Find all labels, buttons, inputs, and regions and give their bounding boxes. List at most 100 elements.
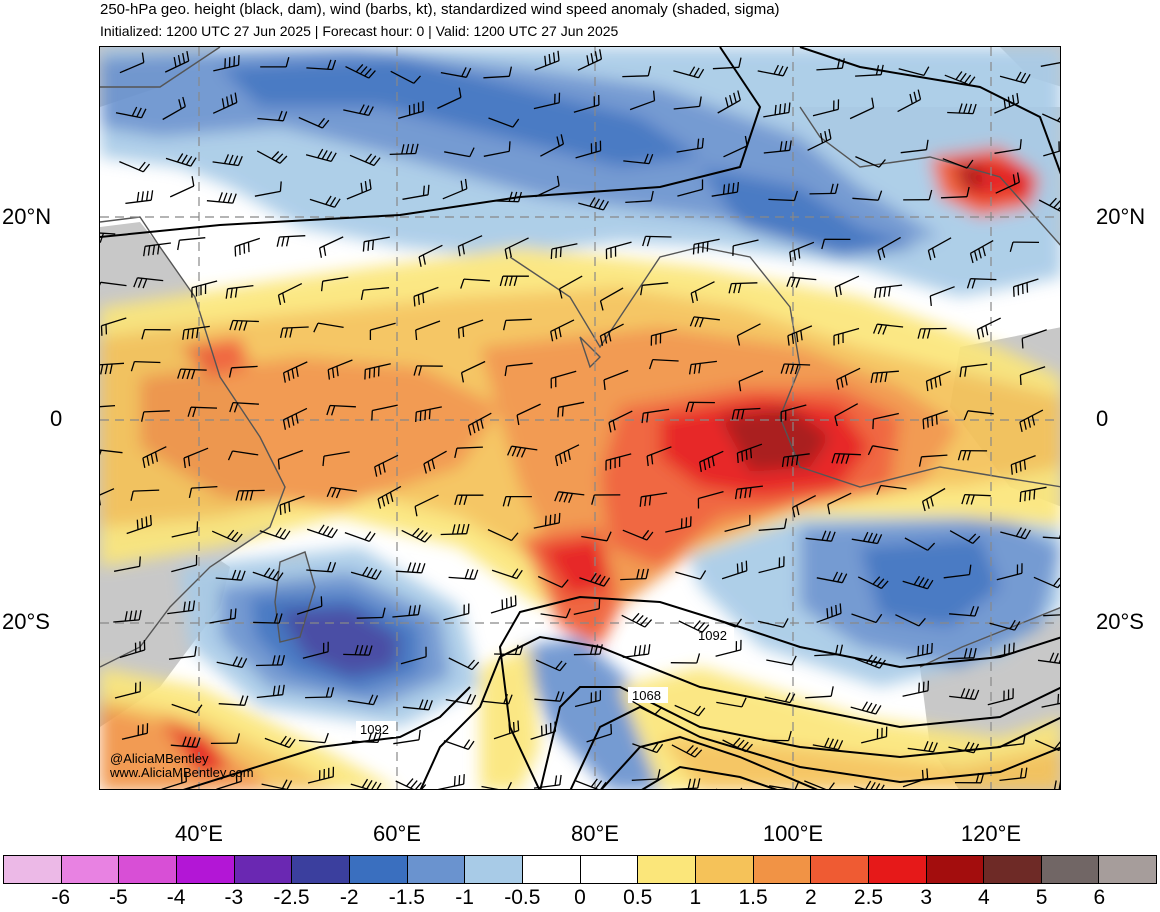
wind-barb bbox=[816, 603, 842, 623]
wind-barb bbox=[1000, 527, 1031, 540]
wind-barb bbox=[550, 370, 577, 389]
wind-barb bbox=[126, 515, 152, 535]
wind-barb bbox=[487, 529, 519, 542]
wind-barb bbox=[350, 778, 382, 789]
colorbar-swatch bbox=[1099, 856, 1157, 883]
wind-barb bbox=[540, 134, 565, 157]
wind-barb bbox=[306, 524, 338, 539]
wind-barb bbox=[812, 737, 844, 751]
wind-barb bbox=[125, 190, 154, 205]
wind-barb bbox=[678, 620, 710, 633]
wind-barb bbox=[261, 779, 293, 789]
wind-barb bbox=[191, 280, 218, 298]
wind-barb bbox=[402, 699, 433, 711]
wind-barb bbox=[690, 281, 715, 304]
wind-barb bbox=[929, 286, 955, 306]
wind-barb bbox=[574, 690, 602, 708]
wind-barb bbox=[119, 161, 151, 173]
wind-barb bbox=[573, 94, 600, 113]
wind-barb bbox=[851, 613, 883, 624]
wind-barb bbox=[836, 367, 861, 390]
contour-label-1068: 1068 bbox=[632, 688, 661, 703]
wind-barb bbox=[402, 184, 430, 200]
wind-barb bbox=[183, 447, 209, 468]
wind-barb bbox=[648, 358, 679, 370]
wind-barb bbox=[949, 530, 981, 544]
wind-barb bbox=[949, 605, 980, 617]
wind-barb bbox=[550, 319, 575, 342]
colorbar-label: 4 bbox=[978, 886, 990, 909]
wind-barb bbox=[622, 65, 652, 78]
wind-barb bbox=[954, 772, 985, 784]
wind-barb bbox=[347, 694, 379, 706]
wind-barb bbox=[440, 67, 472, 78]
wind-barb bbox=[142, 446, 167, 469]
wind-barb bbox=[256, 150, 288, 164]
wind-barb bbox=[1021, 329, 1047, 349]
wind-barb bbox=[827, 492, 852, 515]
wind-barb bbox=[855, 654, 886, 669]
wind-barb bbox=[119, 52, 145, 74]
wind-barb bbox=[483, 141, 511, 157]
wind-barb bbox=[650, 328, 677, 346]
wind-barb bbox=[114, 681, 141, 699]
wind-barb bbox=[642, 235, 672, 247]
wind-barb bbox=[728, 282, 758, 294]
wind-barb bbox=[483, 66, 513, 79]
wind-barb bbox=[599, 323, 624, 346]
wind-barb bbox=[872, 412, 899, 430]
wind-barb bbox=[575, 140, 602, 159]
wind-barb bbox=[100, 232, 116, 243]
wind-barb bbox=[121, 723, 149, 740]
wind-barb bbox=[229, 319, 259, 331]
wind-barb bbox=[632, 742, 664, 754]
wind-barb bbox=[855, 64, 884, 77]
wind-barb bbox=[1033, 576, 1060, 589]
wind-barb bbox=[685, 401, 715, 413]
wind-barb bbox=[969, 240, 994, 264]
wind-barb bbox=[448, 657, 480, 671]
wind-barb bbox=[712, 57, 742, 70]
wind-barb bbox=[343, 104, 374, 117]
wind-barb bbox=[356, 607, 386, 619]
colorbar-swatch bbox=[522, 856, 581, 883]
wind-barb bbox=[318, 236, 344, 258]
wind-barb bbox=[440, 523, 470, 536]
wind-barb bbox=[766, 655, 797, 666]
wind-barb bbox=[996, 563, 1023, 581]
lon-label-80e: 80°E bbox=[571, 821, 619, 846]
wind-barb bbox=[872, 323, 904, 335]
wind-barb bbox=[256, 684, 285, 699]
colorbar-swatch bbox=[349, 856, 408, 883]
lat-label-eq-left: 0 bbox=[50, 406, 63, 431]
wind-barb bbox=[234, 237, 261, 257]
wind-barb bbox=[940, 186, 970, 199]
wind-barb bbox=[212, 92, 238, 114]
wind-barb bbox=[641, 408, 670, 424]
wind-barb bbox=[115, 106, 147, 119]
wind-barb bbox=[415, 320, 441, 341]
wind-barb bbox=[724, 514, 751, 533]
wind-barb bbox=[625, 190, 654, 204]
wind-barb bbox=[554, 491, 585, 503]
wind-barb bbox=[282, 361, 308, 383]
wind-barb bbox=[254, 181, 282, 197]
wind-barb bbox=[948, 741, 980, 754]
wind-barb bbox=[493, 720, 520, 740]
wind-barb bbox=[758, 556, 785, 574]
wind-barb bbox=[1053, 780, 1060, 789]
wind-barb bbox=[351, 732, 382, 744]
wind-barb bbox=[805, 530, 836, 542]
watermark-site: www.AliciaMBentley.com bbox=[110, 765, 254, 780]
wind-barb bbox=[853, 780, 885, 789]
wind-barb bbox=[1043, 614, 1060, 617]
wind-barb bbox=[413, 286, 439, 307]
wind-barb bbox=[757, 64, 789, 77]
wind-barb bbox=[961, 493, 991, 505]
wind-barb bbox=[736, 443, 763, 463]
wind-barb bbox=[533, 512, 561, 529]
wind-barb bbox=[1010, 454, 1036, 475]
wind-barb bbox=[1009, 241, 1040, 252]
wind-barb bbox=[100, 404, 116, 408]
wind-barb bbox=[629, 90, 656, 111]
